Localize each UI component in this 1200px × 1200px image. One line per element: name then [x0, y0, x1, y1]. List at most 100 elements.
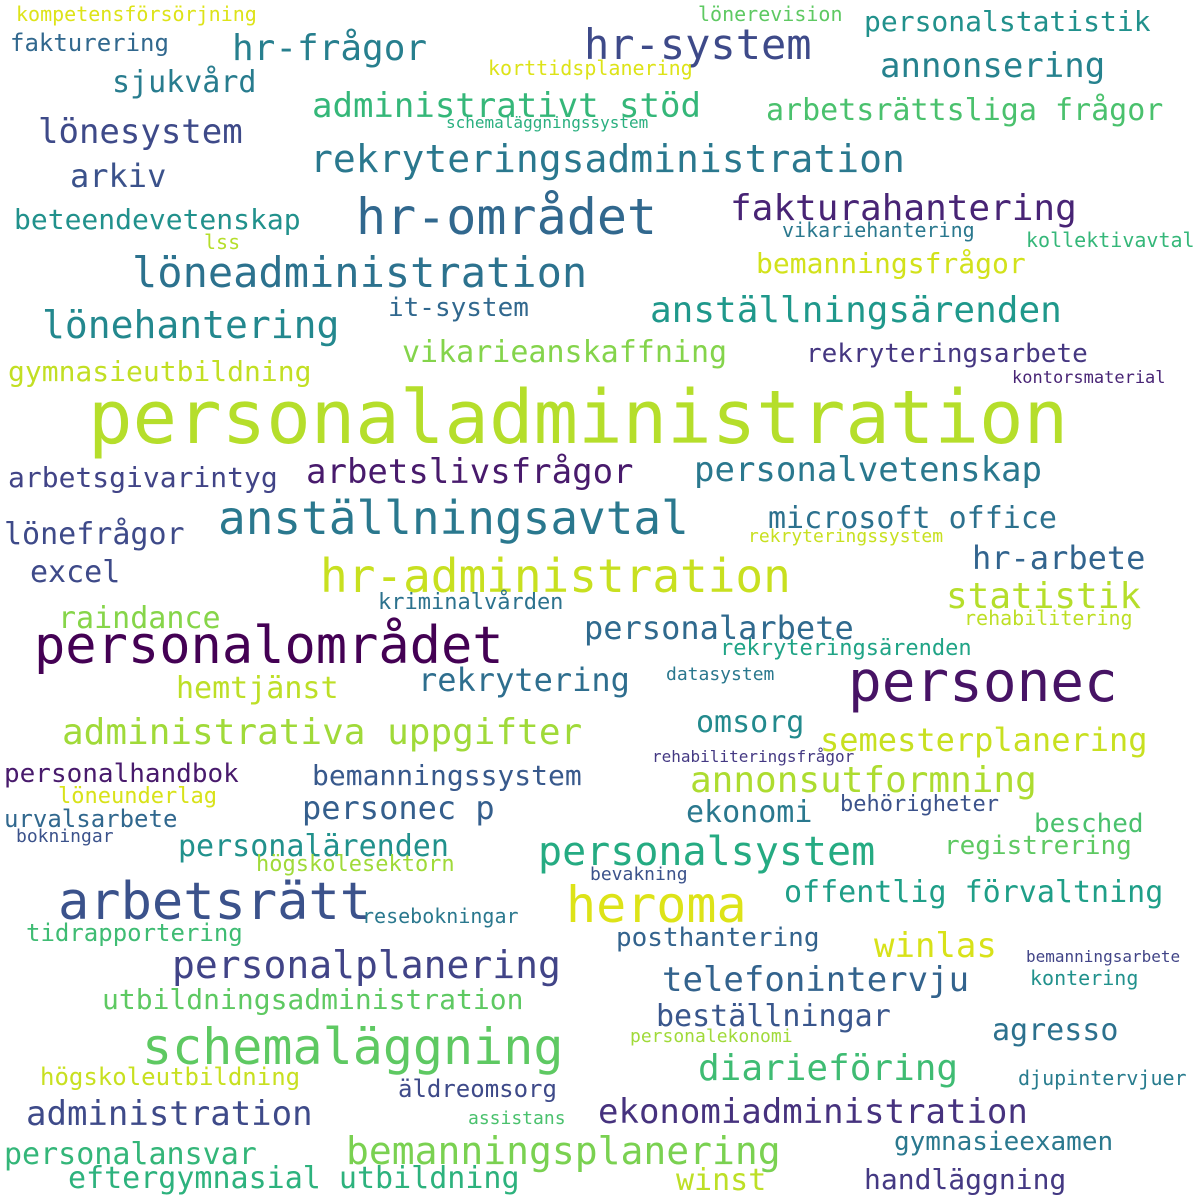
word-assistans: assistans	[468, 1107, 566, 1129]
word-lonerevision: lönerevision	[698, 2, 843, 26]
word-rehabiliteringsfragor: rehabiliteringsfrågor	[652, 747, 855, 767]
word-omsorg: omsorg	[696, 705, 805, 740]
word-beteendevetenskap: beteendevetenskap	[14, 202, 301, 236]
word-hemtjanst: hemtjänst	[176, 671, 339, 706]
word-behorigheter: behörigheter	[840, 792, 999, 818]
word-arbetsratt: arbetsrätt	[58, 872, 372, 933]
word-annonsering: annonsering	[880, 45, 1106, 86]
word-kriminalvarden: kriminalvården	[378, 590, 564, 616]
word-hr-fragor: hr-frågor	[232, 28, 428, 70]
word-utbildningsadministration: utbildningsadministration	[102, 982, 524, 1016]
word-schemalaggningssystem: schemaläggningssystem	[446, 113, 649, 133]
word-rekrytering: rekrytering	[418, 661, 630, 700]
word-vikarieanskaffning: vikarieanskaffning	[402, 335, 728, 370]
word-anstallningsavtal: anställningsavtal	[218, 491, 689, 546]
word-arbetsgivarintyg: arbetsgivarintyg	[8, 460, 278, 494]
word-datasystem: datasystem	[666, 663, 775, 685]
word-heroma: heroma	[566, 876, 747, 934]
word-hr-arbete: hr-arbete	[972, 539, 1146, 578]
word-lonesystem: lönesystem	[38, 111, 243, 152]
word-personalhandbok: personalhandbok	[4, 759, 239, 790]
word-hr-administration: hr-administration	[320, 549, 791, 604]
word-sjukvard: sjukvård	[112, 65, 257, 100]
word-bemanningsarbete: bemanningsarbete	[1026, 947, 1181, 967]
word-personalomradet: personalområdet	[34, 616, 504, 677]
word-fakturahantering: fakturahantering	[730, 188, 1077, 230]
word-lonehantering: lönehantering	[42, 302, 340, 347]
word-personalekonomi: personalekonomi	[630, 1025, 793, 1047]
word-personalarenden: personalärenden	[178, 829, 449, 864]
word-agresso: agresso	[992, 1013, 1119, 1048]
word-personalstatistik: personalstatistik	[864, 4, 1151, 38]
word-statistik: statistik	[946, 576, 1142, 618]
word-rekryteringsarbete: rekryteringsarbete	[806, 339, 1088, 370]
word-personalplanering: personalplanering	[172, 942, 561, 987]
word-anstallningsarenden: anställningsärenden	[650, 290, 1062, 332]
word-kollektivavtal: kollektivavtal	[1026, 228, 1195, 252]
word-kompetensforsorjning: kompetensförsörjning	[16, 2, 257, 26]
word-telefonintervju: telefonintervju	[662, 959, 970, 1000]
word-excel: excel	[30, 555, 121, 590]
word-winst: winst	[676, 1163, 767, 1198]
word-bestallningar: beställningar	[656, 999, 891, 1034]
word-arbetsrattsliga-fragor: arbetsrättsliga frågor	[766, 93, 1164, 128]
word-rekryteringssystem: rekryteringssystem	[748, 525, 944, 547]
word-arbetslivsfragor: arbetslivsfrågor	[306, 451, 634, 492]
word-offentlig-forvaltning: offentlig förvaltning	[784, 875, 1164, 910]
word-winlas: winlas	[874, 925, 997, 966]
word-schemalaggning: schemaläggning	[142, 1018, 564, 1076]
word-kontorsmaterial: kontorsmaterial	[1012, 368, 1166, 389]
word-registrering: registrering	[944, 831, 1132, 862]
word-djupintervjuer: djupintervjuer	[1018, 1066, 1187, 1090]
word-aldreomsorg: äldreomsorg	[398, 1074, 557, 1103]
word-kontering: kontering	[1030, 966, 1139, 990]
word-korttidsplanering: korttidsplanering	[488, 56, 693, 80]
word-gymnasieutbildning: gymnasieutbildning	[8, 354, 312, 388]
word-hr-system: hr-system	[584, 20, 812, 70]
word-hogskolesektorn: högskolesektorn	[256, 852, 455, 878]
word-personalvetenskap: personalvetenskap	[694, 449, 1042, 490]
word-administration: administration	[26, 1093, 313, 1134]
word-personec-p: personec p	[302, 789, 495, 828]
word-vikariehantering: vikariehantering	[782, 218, 975, 242]
word-personalansvar: personalansvar	[4, 1137, 257, 1172]
word-bokningar: bokningar	[16, 825, 114, 847]
word-ekonomiadministration: ekonomiadministration	[598, 1091, 1028, 1132]
word-lss: lss	[204, 230, 241, 254]
word-administrativt-stod: administrativt stöd	[312, 85, 701, 126]
word-semesterplanering: semesterplanering	[820, 721, 1148, 760]
word-gymnasieexamen: gymnasieexamen	[894, 1127, 1114, 1158]
word-personec: personec	[848, 650, 1118, 716]
word-personalarbete: personalarbete	[584, 609, 854, 648]
word-tidrapportering: tidrapportering	[26, 918, 243, 947]
word-urvalsarbete: urvalsarbete	[4, 804, 178, 833]
word-raindance: raindance	[58, 601, 221, 636]
word-posthantering: posthantering	[616, 923, 820, 954]
word-bemanningsfragor: bemanningsfrågor	[756, 246, 1026, 280]
word-hr-omradet: hr-området	[356, 188, 658, 246]
word-it-system: it-system	[388, 293, 529, 324]
word-arkiv: arkiv	[70, 157, 167, 196]
word-diarieforing: diarieföring	[698, 1048, 959, 1090]
word-annonsutformning: annonsutformning	[690, 760, 1037, 802]
word-loneadministration: löneadministration	[132, 248, 588, 298]
word-resebokningar: resebokningar	[362, 904, 519, 928]
word-ekonomi: ekonomi	[686, 795, 813, 830]
word-bemanningssystem: bemanningssystem	[312, 758, 582, 792]
word-rehabilitering: rehabilitering	[964, 606, 1133, 630]
word-rekryteringsadministration: rekryteringsadministration	[310, 136, 905, 181]
word-personaladministration: personaladministration	[88, 374, 1069, 461]
word-handlaggning: handläggning	[864, 1162, 1067, 1196]
word-fakturering: fakturering	[10, 28, 169, 57]
word-personalsystem: personalsystem	[538, 829, 876, 875]
word-lonefragor: lönefrågor	[4, 517, 185, 552]
word-eftergymnasial-utbildning: eftergymnasial utbildning	[68, 1161, 520, 1196]
word-besched: besched	[1034, 809, 1144, 840]
word-hogskoleutbildning: högskoleutbildning	[40, 1062, 301, 1091]
word-microsoft-office: microsoft office	[768, 501, 1057, 536]
word-administrativa-uppgifter: administrativa uppgifter	[62, 712, 583, 754]
word-rekryteringsarenden: rekryteringsärenden	[720, 636, 972, 662]
word-bevakning: bevakning	[590, 863, 688, 885]
word-bemanningsplanering: bemanningsplanering	[346, 1128, 781, 1173]
